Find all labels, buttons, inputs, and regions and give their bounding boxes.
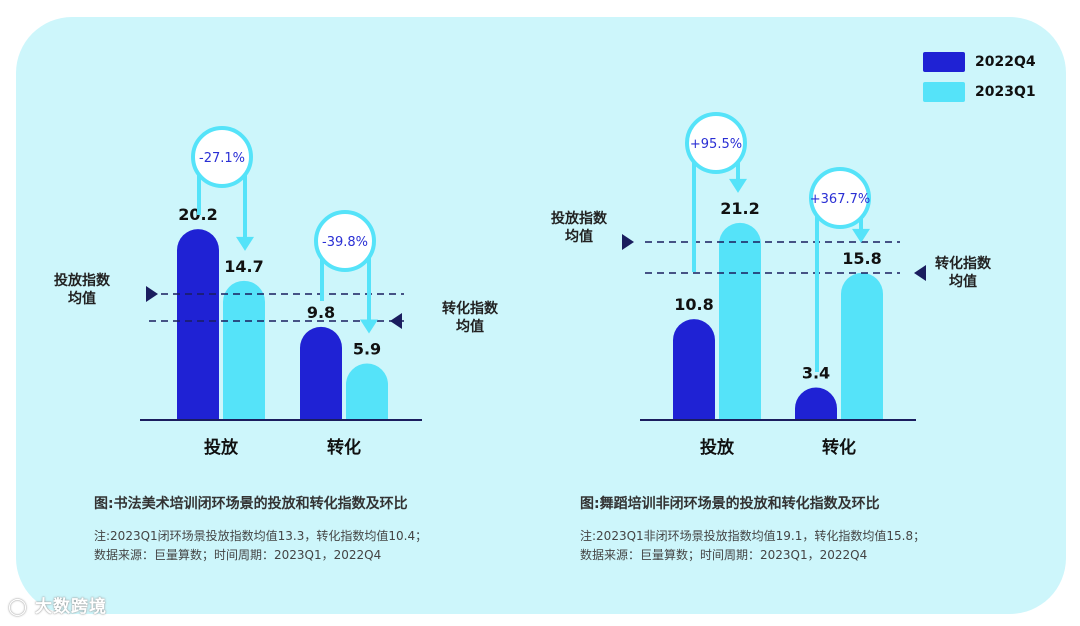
chart1-caption: 图:书法美术培训闭环场景的投放和转化指数及环比 xyxy=(94,496,408,512)
chart1-change-label-0: -27.1% xyxy=(199,151,245,166)
chart2-caption: 图:舞蹈培训非闭环场景的投放和转化指数及环比 xyxy=(580,496,880,512)
chart2-change-badge-1 xyxy=(809,167,871,229)
chart1-value-label-0-1: 14.7 xyxy=(224,257,263,276)
chart1-ref-label-0-line2: 均值 xyxy=(68,290,96,307)
chart1-ref-label-1-line1: 转化指数 xyxy=(442,300,499,317)
legend-swatch-2023q1 xyxy=(923,82,965,102)
chart1-ref-marker-0 xyxy=(146,286,158,302)
chart1-value-label-1-0: 9.8 xyxy=(307,303,335,322)
chart1-note-line2: 数据来源：巨量算数；时间周期：2023Q1，2022Q4 xyxy=(94,548,382,562)
chart1-note-line1: 注:2023Q1闭环场景投放指数均值13.3，转化指数均值10.4； xyxy=(94,529,428,543)
chart2-change-badge-0 xyxy=(685,112,747,174)
chart2-note: 注:2023Q1非闭环场景投放指数均值19.1，转化指数均值15.8； 数据来源… xyxy=(580,527,925,565)
chart2-value-label-1-1: 15.8 xyxy=(842,249,881,268)
legend-swatch-2022q4 xyxy=(923,52,965,72)
chart2-bar-0-1 xyxy=(719,222,761,419)
chart2-category-label-0: 投放 xyxy=(700,437,735,458)
chart2-value-label-0-1: 21.2 xyxy=(720,199,759,218)
chart2-bar-1-1 xyxy=(841,272,883,419)
chart2-value-label-0-0: 10.8 xyxy=(674,295,713,314)
chart2-note-line1: 注:2023Q1非闭环场景投放指数均值19.1，转化指数均值15.8； xyxy=(580,529,926,543)
chart1-change-label-1: -39.8% xyxy=(322,235,368,250)
chart1-change-badge-0 xyxy=(191,126,253,188)
legend-label-2022q4: 2022Q4 xyxy=(975,54,1036,70)
chart2-change-label-1: +367.7% xyxy=(810,192,870,207)
chart1-bar-1-1 xyxy=(346,363,388,419)
chart2-change-arrowhead-1 xyxy=(852,228,870,243)
chart2-ref-label-0-line2: 均值 xyxy=(565,228,593,245)
chart1-bar-0-1 xyxy=(223,280,265,419)
watermark-icon: ◯ xyxy=(8,597,29,617)
watermark-text: 大数跨境 xyxy=(34,597,107,617)
chart1-note: 注:2023Q1闭环场景投放指数均值13.3，转化指数均值10.4； 数据来源：… xyxy=(94,527,427,565)
legend-item-2022q4: 2022Q4 xyxy=(923,52,1036,72)
chart2-category-label-1: 转化 xyxy=(822,437,856,458)
chart2-value-label-1-0: 3.4 xyxy=(802,364,830,383)
chart2-ref-label-1-line2: 均值 xyxy=(949,273,977,290)
chart1-change-badge-1 xyxy=(314,210,376,272)
legend-label-2023q1: 2023Q1 xyxy=(975,84,1036,100)
chart2-ref-marker-0 xyxy=(622,234,634,250)
chart1-change-arrowhead-0 xyxy=(236,236,254,251)
chart1-ref-marker-1 xyxy=(390,313,402,329)
chart2-bar-0-0 xyxy=(673,319,715,419)
chart2-note-line2: 数据来源：巨量算数；时间周期：2023Q1，2022Q4 xyxy=(580,548,868,562)
legend-item-2023q1: 2023Q1 xyxy=(923,82,1036,102)
chart2-change-arrowhead-0 xyxy=(729,178,747,193)
chart2-change-label-0: +95.5% xyxy=(690,137,742,152)
chart1-bar-0-0 xyxy=(177,229,219,419)
chart1-value-label-1-1: 5.9 xyxy=(353,340,381,359)
chart1-category-label-0: 投放 xyxy=(204,437,239,458)
chart2-ref-label-0-line1: 投放指数 xyxy=(551,210,608,227)
chart1-ref-label-1-line2: 均值 xyxy=(456,318,484,335)
chart1-bar-1-0 xyxy=(300,326,342,419)
chart1-change-arrowhead-1 xyxy=(360,319,378,334)
chart1-ref-label-0-line1: 投放指数 xyxy=(54,272,111,289)
watermark-logo: ◯ 大数跨境 xyxy=(8,592,107,617)
chart2-ref-label-1-line1: 转化指数 xyxy=(935,255,992,272)
chart1-category-label-1: 转化 xyxy=(327,437,361,458)
chart2-ref-marker-1 xyxy=(914,265,926,281)
chart2-bar-1-0 xyxy=(795,387,837,419)
